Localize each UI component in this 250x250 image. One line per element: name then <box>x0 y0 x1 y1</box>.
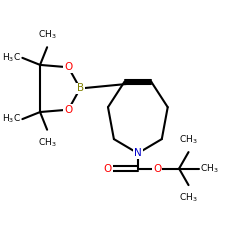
Text: CH$_3$: CH$_3$ <box>38 136 56 149</box>
Text: O: O <box>104 164 112 173</box>
Text: O: O <box>153 164 161 173</box>
Text: H$_3$C: H$_3$C <box>2 113 21 125</box>
Text: H$_3$C: H$_3$C <box>2 52 21 64</box>
Text: CH$_3$: CH$_3$ <box>179 192 198 204</box>
Text: CH$_3$: CH$_3$ <box>38 28 56 41</box>
Text: O: O <box>64 105 72 115</box>
Text: CH$_3$: CH$_3$ <box>200 162 219 175</box>
Text: CH$_3$: CH$_3$ <box>179 133 198 145</box>
Text: O: O <box>64 62 72 72</box>
Text: B: B <box>76 84 84 94</box>
Text: N: N <box>134 148 142 158</box>
